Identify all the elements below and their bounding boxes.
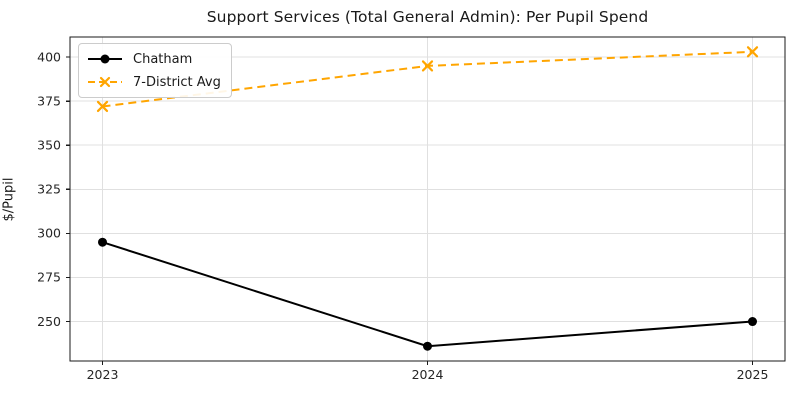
x-tick-label: 2023 <box>87 367 119 382</box>
dashed-line-x-marker-icon <box>88 76 122 88</box>
legend-label: 7-District Avg <box>133 74 221 90</box>
solid-line-circle-marker-icon <box>88 54 122 64</box>
circle-marker <box>423 341 432 351</box>
circle-marker <box>98 237 107 247</box>
y-tick-label: 275 <box>37 270 61 285</box>
x-marker <box>99 76 111 88</box>
x-marker <box>96 100 109 113</box>
y-tick-label: 350 <box>37 137 61 152</box>
legend-item-7-district-avg: 7-District Avg <box>87 72 221 92</box>
series-chatham <box>98 237 757 351</box>
x-tick-label: 2024 <box>412 367 444 382</box>
chart-title: Support Services (Total General Admin): … <box>206 8 649 26</box>
circle-marker <box>748 317 757 327</box>
x-tick-label: 2025 <box>737 367 769 382</box>
y-tick-label: 250 <box>37 314 61 329</box>
legend-label: Chatham <box>133 51 193 67</box>
y-tick-label: 375 <box>37 93 61 108</box>
y-tick-label: 300 <box>37 226 61 241</box>
y-tick-label: 325 <box>37 182 61 197</box>
x-marker <box>746 46 759 58</box>
legend-item-chatham: Chatham <box>87 49 221 69</box>
x-marker <box>421 60 434 72</box>
legend: Chatham 7-District Avg <box>78 43 232 98</box>
y-tick-label: 400 <box>37 49 61 64</box>
